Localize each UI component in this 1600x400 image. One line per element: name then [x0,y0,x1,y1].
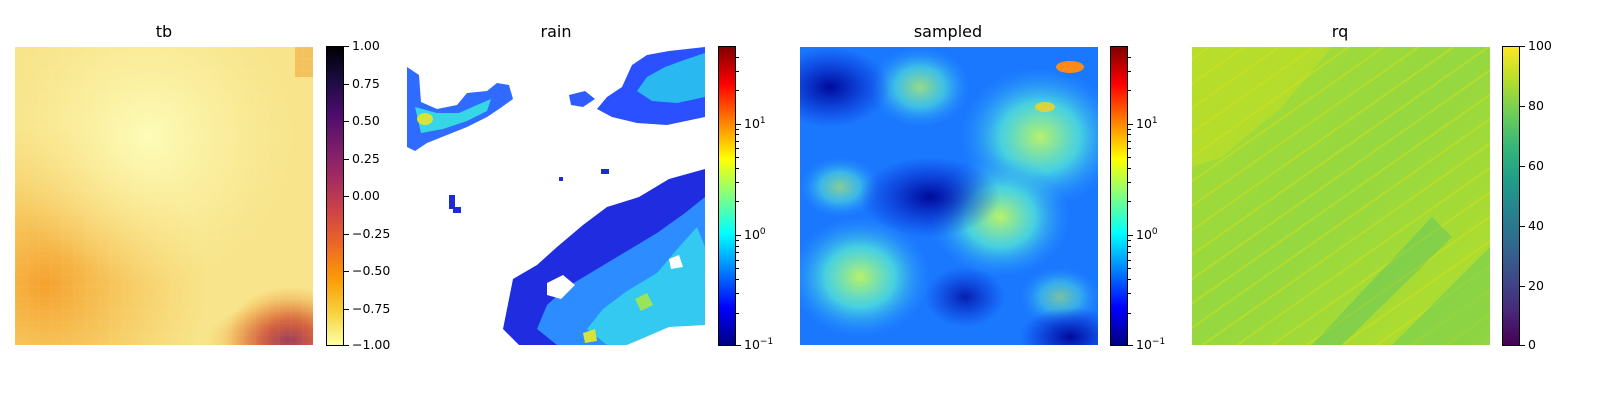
colorbar-tick-label: 0.50 [352,113,380,128]
rain-colorbar-ticks: 101 100 10−1 [736,46,796,352]
tick-base: 10 [744,226,760,242]
tick-exponent: 0 [759,226,766,237]
colorbar-tick-label: 10−1 [744,337,773,352]
colorbar-tick-label: 100 [1136,227,1158,242]
colorbar-tick-label: 40 [1528,218,1544,233]
tb-image-field [15,47,313,345]
colorbar-tick-label: 0 [1528,337,1536,352]
tick-base: 10 [1136,226,1152,242]
colorbar-tick-label: 101 [1136,116,1158,131]
tick-exponent: 0 [1151,226,1158,237]
colorbar-tick-label: −0.50 [352,263,391,278]
rq-image-field [1192,47,1490,345]
colorbar-tick-label: 100 [1528,38,1552,53]
colorbar-tick-label: −0.25 [352,225,391,241]
colorbar-tick-label: 0.75 [352,75,380,91]
tick-base: 10 [744,337,760,352]
tb-colorbar [326,46,344,346]
colorbar-tick-label: 10−1 [1136,337,1165,352]
tb-colorbar-ticks: 1.00 0.75 0.50 0.25 0.00 −0.25 −0.50 −0.75 −1.00 [344,38,404,352]
colorbar-tick-label: 20 [1528,278,1544,293]
colorbar-tick-label: 0.25 [352,150,380,166]
colorbar-tick-label: −0.75 [352,300,391,316]
colorbar-tick-label: 101 [744,116,766,131]
rq-colorbar-ticks: 100 80 60 40 20 0 [1520,38,1580,352]
tick-base: 10 [744,115,760,131]
tick-exponent: −1 [759,337,774,347]
colorbar-tick-label: −1.00 [352,337,391,352]
colorbar-tick-label: 0.00 [352,188,380,203]
colorbar-tick-label: 100 [744,227,766,242]
colorbar-tick-label: 80 [1528,98,1544,113]
panel-title: rq [1331,22,1349,41]
rain-image-field [407,47,705,345]
panel-title: rain [540,22,572,41]
tick-base: 10 [1136,115,1152,131]
rain-colorbar [718,46,736,346]
tick-exponent: 1 [759,115,766,126]
panel-title: tb [155,22,173,41]
tick-base: 10 [1136,337,1152,352]
tick-exponent: −1 [1151,337,1166,347]
sampled-colorbar [1110,46,1128,346]
tick-exponent: 1 [1151,115,1158,126]
sampled-colorbar-ticks: 101 100 10−1 [1128,46,1188,352]
colorbar-tick-label: 1.00 [352,38,380,53]
sampled-image-field [800,47,1098,345]
panel-title: sampled [913,22,983,41]
colorbar-tick-label: 60 [1528,158,1544,173]
rq-colorbar [1502,46,1520,346]
